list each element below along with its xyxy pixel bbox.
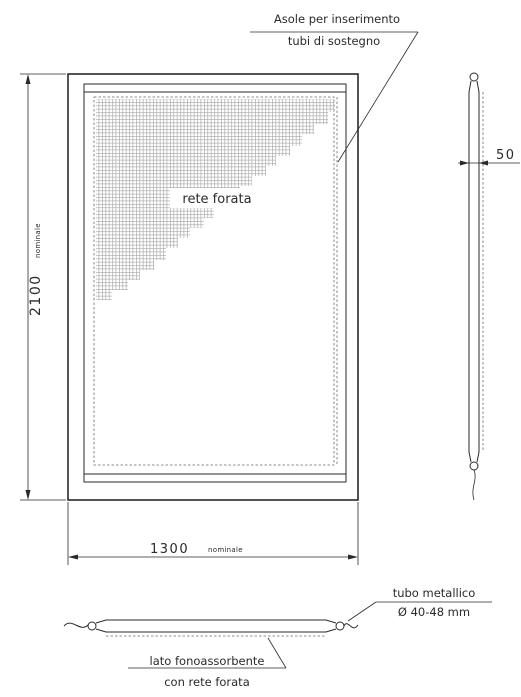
dashed-inner-border (93, 96, 335, 466)
height-unit: nominale (34, 223, 42, 258)
panel-front-view: rete forata (67, 73, 359, 501)
slots-label-line1: Asole per inserimento (274, 12, 400, 26)
thickness-label: 50 (496, 148, 516, 163)
tube-label-line2: Ø 40-48 mm (398, 605, 470, 619)
panel-outer-frame (67, 73, 359, 501)
tube-label-line1: tubo metallico (393, 586, 476, 600)
top-tube-circle (469, 72, 479, 82)
absorb-label-line1: lato fonoassorbente (150, 654, 265, 668)
left-tube-circle (87, 621, 97, 631)
bottom-tube-circle (469, 461, 479, 471)
slots-label-line2: tubi di sostegno (288, 34, 380, 48)
panel-inner-frame (83, 83, 347, 483)
mesh-label-knockout (170, 188, 264, 208)
width-value: 1300 (150, 542, 189, 557)
height-dimension: 2100 nominale (20, 73, 66, 501)
width-unit: nominale (208, 546, 243, 554)
bottom-section-view: tubo metallico Ø 40-48 mm lato fonoassor… (63, 586, 492, 689)
mesh-label: rete forata (182, 192, 251, 207)
absorb-label-line2: con rete forata (164, 675, 250, 689)
slots-callout: Asole per inserimento tubi di sostegno (250, 12, 419, 163)
side-section-view: 50 (458, 72, 520, 501)
width-dimension: 1300 nominale (67, 502, 359, 565)
right-tube-circle (335, 621, 345, 631)
height-value: 2100 (28, 274, 44, 316)
